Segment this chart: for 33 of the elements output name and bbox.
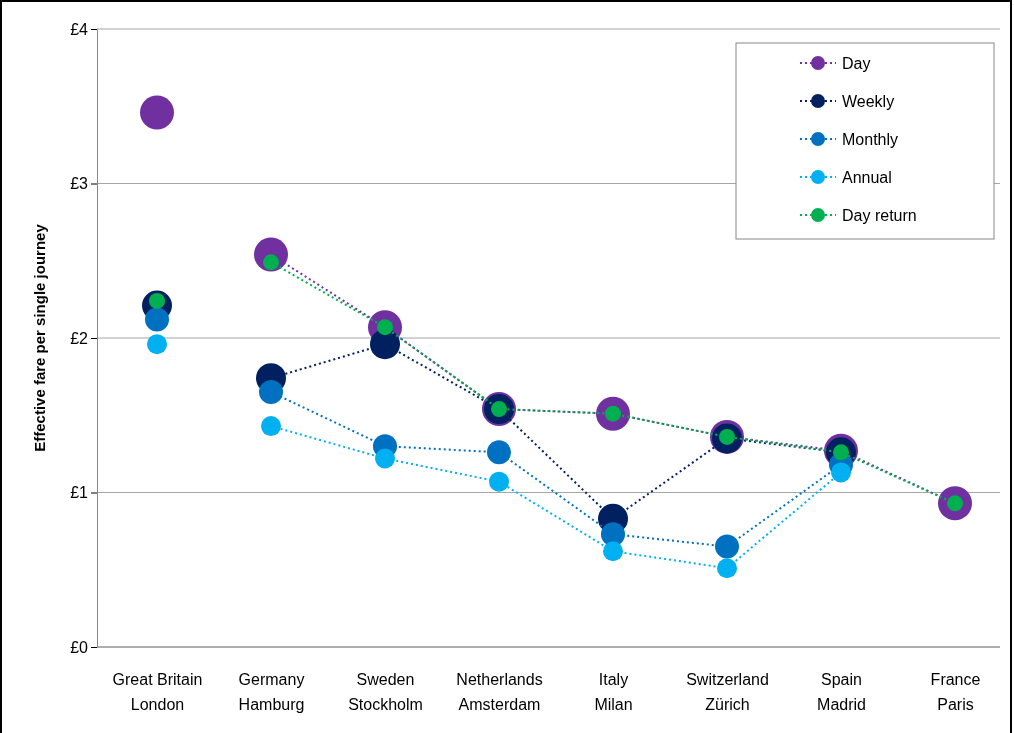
- x-tick-label: Netherlands Amsterdam: [456, 671, 543, 713]
- point: [831, 462, 851, 483]
- x-tick-label: Switzerland Zürich: [686, 671, 769, 713]
- y-tick-label: £1: [70, 484, 89, 502]
- y-tick-label: £2: [70, 329, 89, 347]
- legend-label: Monthly: [842, 131, 899, 148]
- point: [489, 471, 509, 492]
- y-tick-label: £0: [70, 638, 89, 656]
- x-tick-label: Germany Hamburg: [238, 671, 305, 713]
- x-tick-label: Great Britain London: [112, 671, 203, 713]
- point: [140, 95, 174, 130]
- point: [487, 440, 511, 465]
- point: [259, 380, 283, 405]
- legend-label: Day: [842, 55, 871, 72]
- legend-label: Annual: [842, 169, 892, 186]
- point: [370, 329, 400, 360]
- point: [715, 534, 739, 559]
- point: [145, 307, 169, 332]
- y-tick-label: £3: [70, 175, 89, 193]
- y-tick-label: £4: [70, 20, 89, 38]
- point: [261, 416, 281, 437]
- x-tick-label: Spain Madrid: [817, 671, 866, 713]
- y-axis-title: Effective fare per single journey: [31, 223, 48, 452]
- legend-label: Weekly: [842, 93, 895, 110]
- point: [601, 522, 625, 547]
- point: [717, 558, 737, 579]
- x-tick-label: Sweden Stockholm: [348, 671, 423, 713]
- legend-label: Day return: [842, 207, 917, 224]
- x-tick-label: Italy Milan: [594, 671, 633, 713]
- point: [603, 541, 623, 562]
- x-tick-label: France Paris: [930, 671, 981, 713]
- point: [147, 334, 167, 355]
- point: [375, 448, 395, 469]
